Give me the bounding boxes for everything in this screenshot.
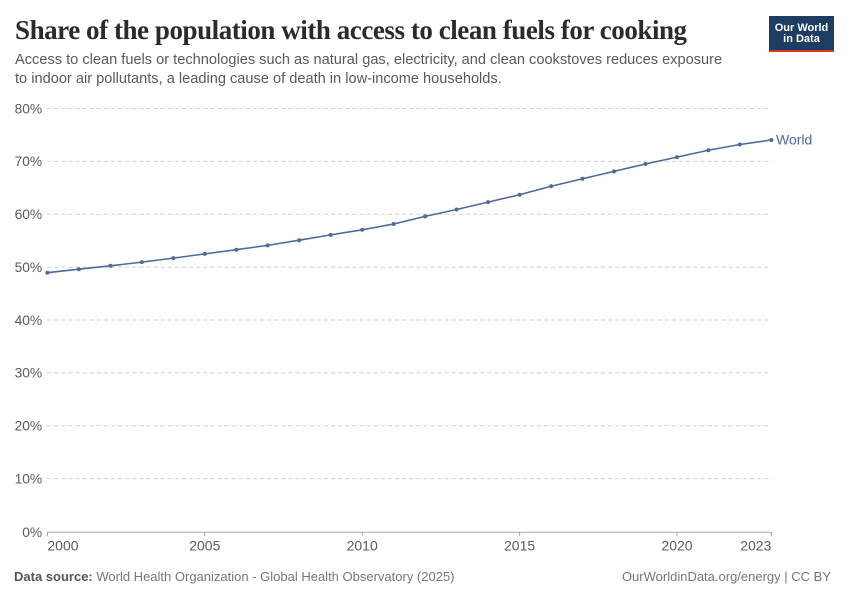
svg-text:20%: 20% (15, 419, 43, 434)
svg-text:40%: 40% (15, 313, 43, 328)
svg-text:2023: 2023 (740, 538, 771, 554)
svg-text:2015: 2015 (504, 538, 535, 554)
svg-text:30%: 30% (15, 366, 43, 381)
svg-text:80%: 80% (15, 101, 43, 116)
svg-text:World: World (776, 132, 812, 148)
svg-text:70%: 70% (15, 154, 43, 169)
svg-text:2005: 2005 (189, 538, 220, 554)
svg-text:2000: 2000 (47, 538, 78, 554)
svg-text:60%: 60% (15, 207, 43, 222)
svg-text:2010: 2010 (347, 538, 378, 554)
svg-text:50%: 50% (15, 260, 43, 275)
svg-text:2020: 2020 (661, 538, 692, 554)
svg-text:0%: 0% (22, 525, 42, 540)
svg-text:10%: 10% (15, 471, 43, 486)
